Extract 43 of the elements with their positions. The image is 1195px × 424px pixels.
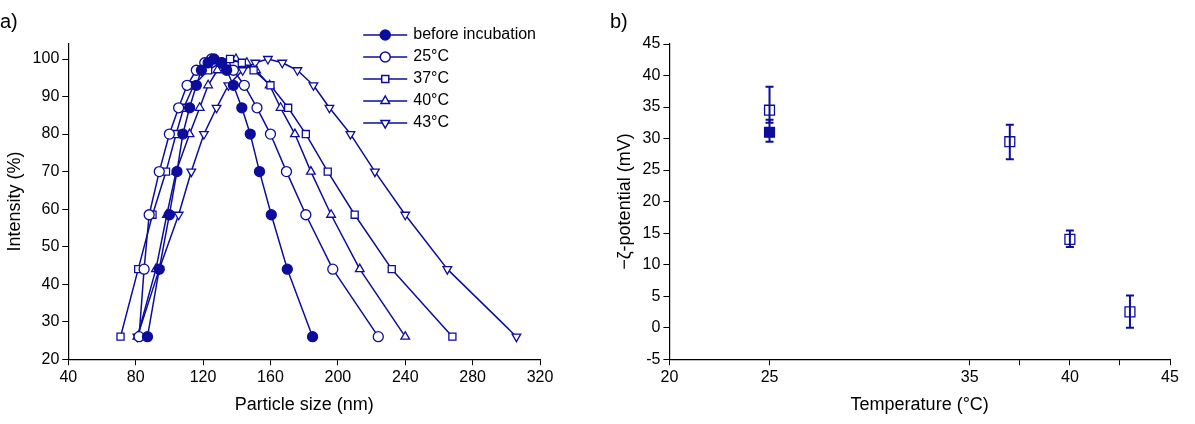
y-tick-label: 25 <box>642 160 661 178</box>
y-tick-label: 70 <box>41 161 60 179</box>
y-axis-title: −ζ-potential (mV) <box>613 133 634 270</box>
y-tick-label: 80 <box>41 124 60 142</box>
x-tick-label: 80 <box>126 368 145 386</box>
y-tick-label: 0 <box>651 318 661 336</box>
x-tick-label: 120 <box>189 368 217 386</box>
y-tick-label: 15 <box>642 223 661 241</box>
y-tick-label: 20 <box>642 192 661 210</box>
y-tick-label: 40 <box>642 65 661 83</box>
x-tick-label: 320 <box>526 368 554 386</box>
x-tick-label: 25 <box>760 368 779 386</box>
y-tick-label: 60 <box>41 199 60 217</box>
x-tick-label: 45 <box>1161 368 1179 386</box>
x-tick-label: 40 <box>1060 368 1079 386</box>
y-tick-label: 30 <box>642 128 661 146</box>
y-tick-label: 45 <box>642 34 661 52</box>
y-tick-label: 40 <box>41 274 60 292</box>
y-tick-label: 90 <box>41 86 60 104</box>
y-tick-label: 30 <box>41 312 60 330</box>
x-tick-label: 200 <box>324 368 352 386</box>
y-tick-label: 50 <box>41 237 60 255</box>
y-tick-label: 5 <box>651 286 661 304</box>
y-tick-label: 35 <box>642 97 661 115</box>
x-tick-label: 160 <box>257 368 284 386</box>
legend-label: before incubation <box>413 25 537 43</box>
x-tick-label: 35 <box>960 368 979 386</box>
x-tick-label: 40 <box>59 368 78 386</box>
x-tick-label: 280 <box>459 368 487 386</box>
y-tick-label: 100 <box>32 49 60 67</box>
chart-title: b) <box>610 9 628 32</box>
x-tick-label: 240 <box>391 368 419 386</box>
y-tick-label: 10 <box>642 255 661 273</box>
y-tick-label: 20 <box>41 349 60 367</box>
x-axis-title: Temperature (°C) <box>850 394 989 415</box>
x-axis-title: Particle size (nm) <box>234 394 374 415</box>
y-tick-label: -5 <box>646 349 661 367</box>
legend-label: 40°C <box>413 91 449 109</box>
legend-label: 43°C <box>413 113 449 131</box>
legend-label: 25°C <box>413 47 449 65</box>
y-axis-title: Intensity (%) <box>3 151 24 252</box>
chart-title: a) <box>0 9 18 32</box>
legend-label: 37°C <box>413 69 449 87</box>
